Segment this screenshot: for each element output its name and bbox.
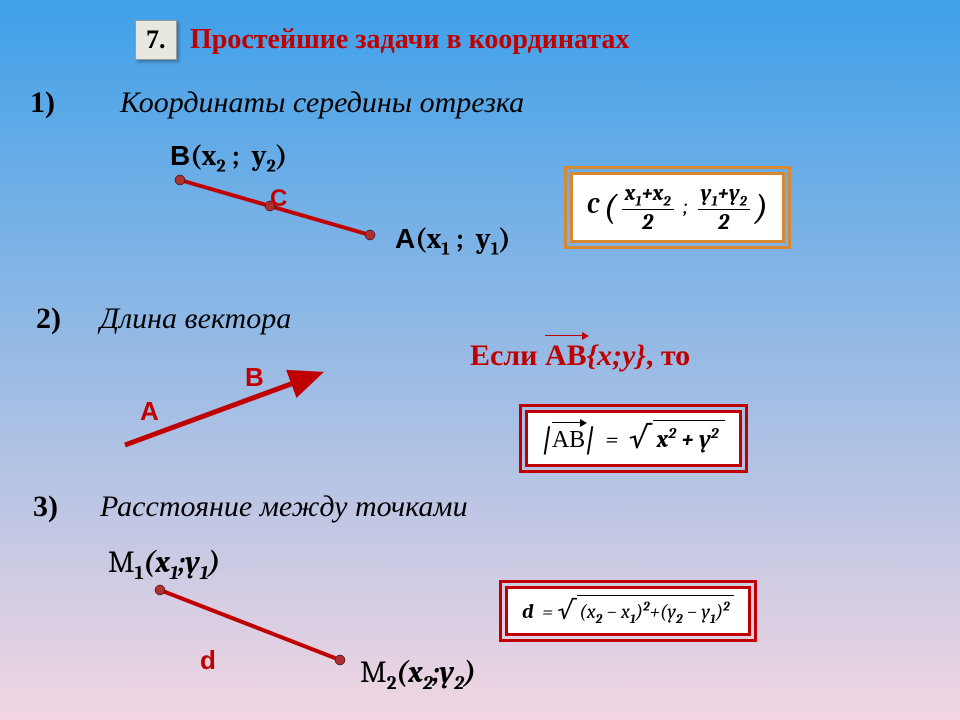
section-badge: 7. [135, 20, 177, 60]
item-3-subtitle: Расстояние между точками [100, 490, 468, 524]
label-A: А(x1 ; y1) [395, 223, 510, 260]
item-2-subtitle: Длина вектора [100, 302, 291, 336]
vector-length-formula: |АВ| = √x2 + y2 [525, 410, 742, 467]
item-2-number: 2) [36, 302, 61, 336]
item-3-number: 3) [33, 490, 58, 524]
vector-condition: Если АВ{x;y}, то [470, 338, 690, 373]
item-1-subtitle: Координаты середины отрезка [120, 86, 524, 120]
vector-label-B: В [245, 362, 264, 393]
slide: 7. Простейшие задачи в координатах 1) Ко… [0, 0, 960, 720]
label-B: В(x2 ; y2) [170, 140, 287, 177]
label-M1: M1(x1;y1) [108, 545, 220, 584]
slide-title: Простейшие задачи в координатах [190, 24, 629, 56]
vector-diagram [95, 345, 355, 465]
midpoint-formula: C ( x1+x22 ; y1+y22 ) [570, 172, 785, 243]
item-1-number: 1) [30, 86, 55, 120]
label-C: С [270, 185, 287, 213]
distance-formula: d = √(x2 − x1)2+(y2 − y1)2 [505, 586, 751, 636]
vector-label-A: А [140, 396, 159, 427]
label-d: d [200, 645, 216, 676]
label-M2: M2(x2;y2) [360, 655, 476, 694]
